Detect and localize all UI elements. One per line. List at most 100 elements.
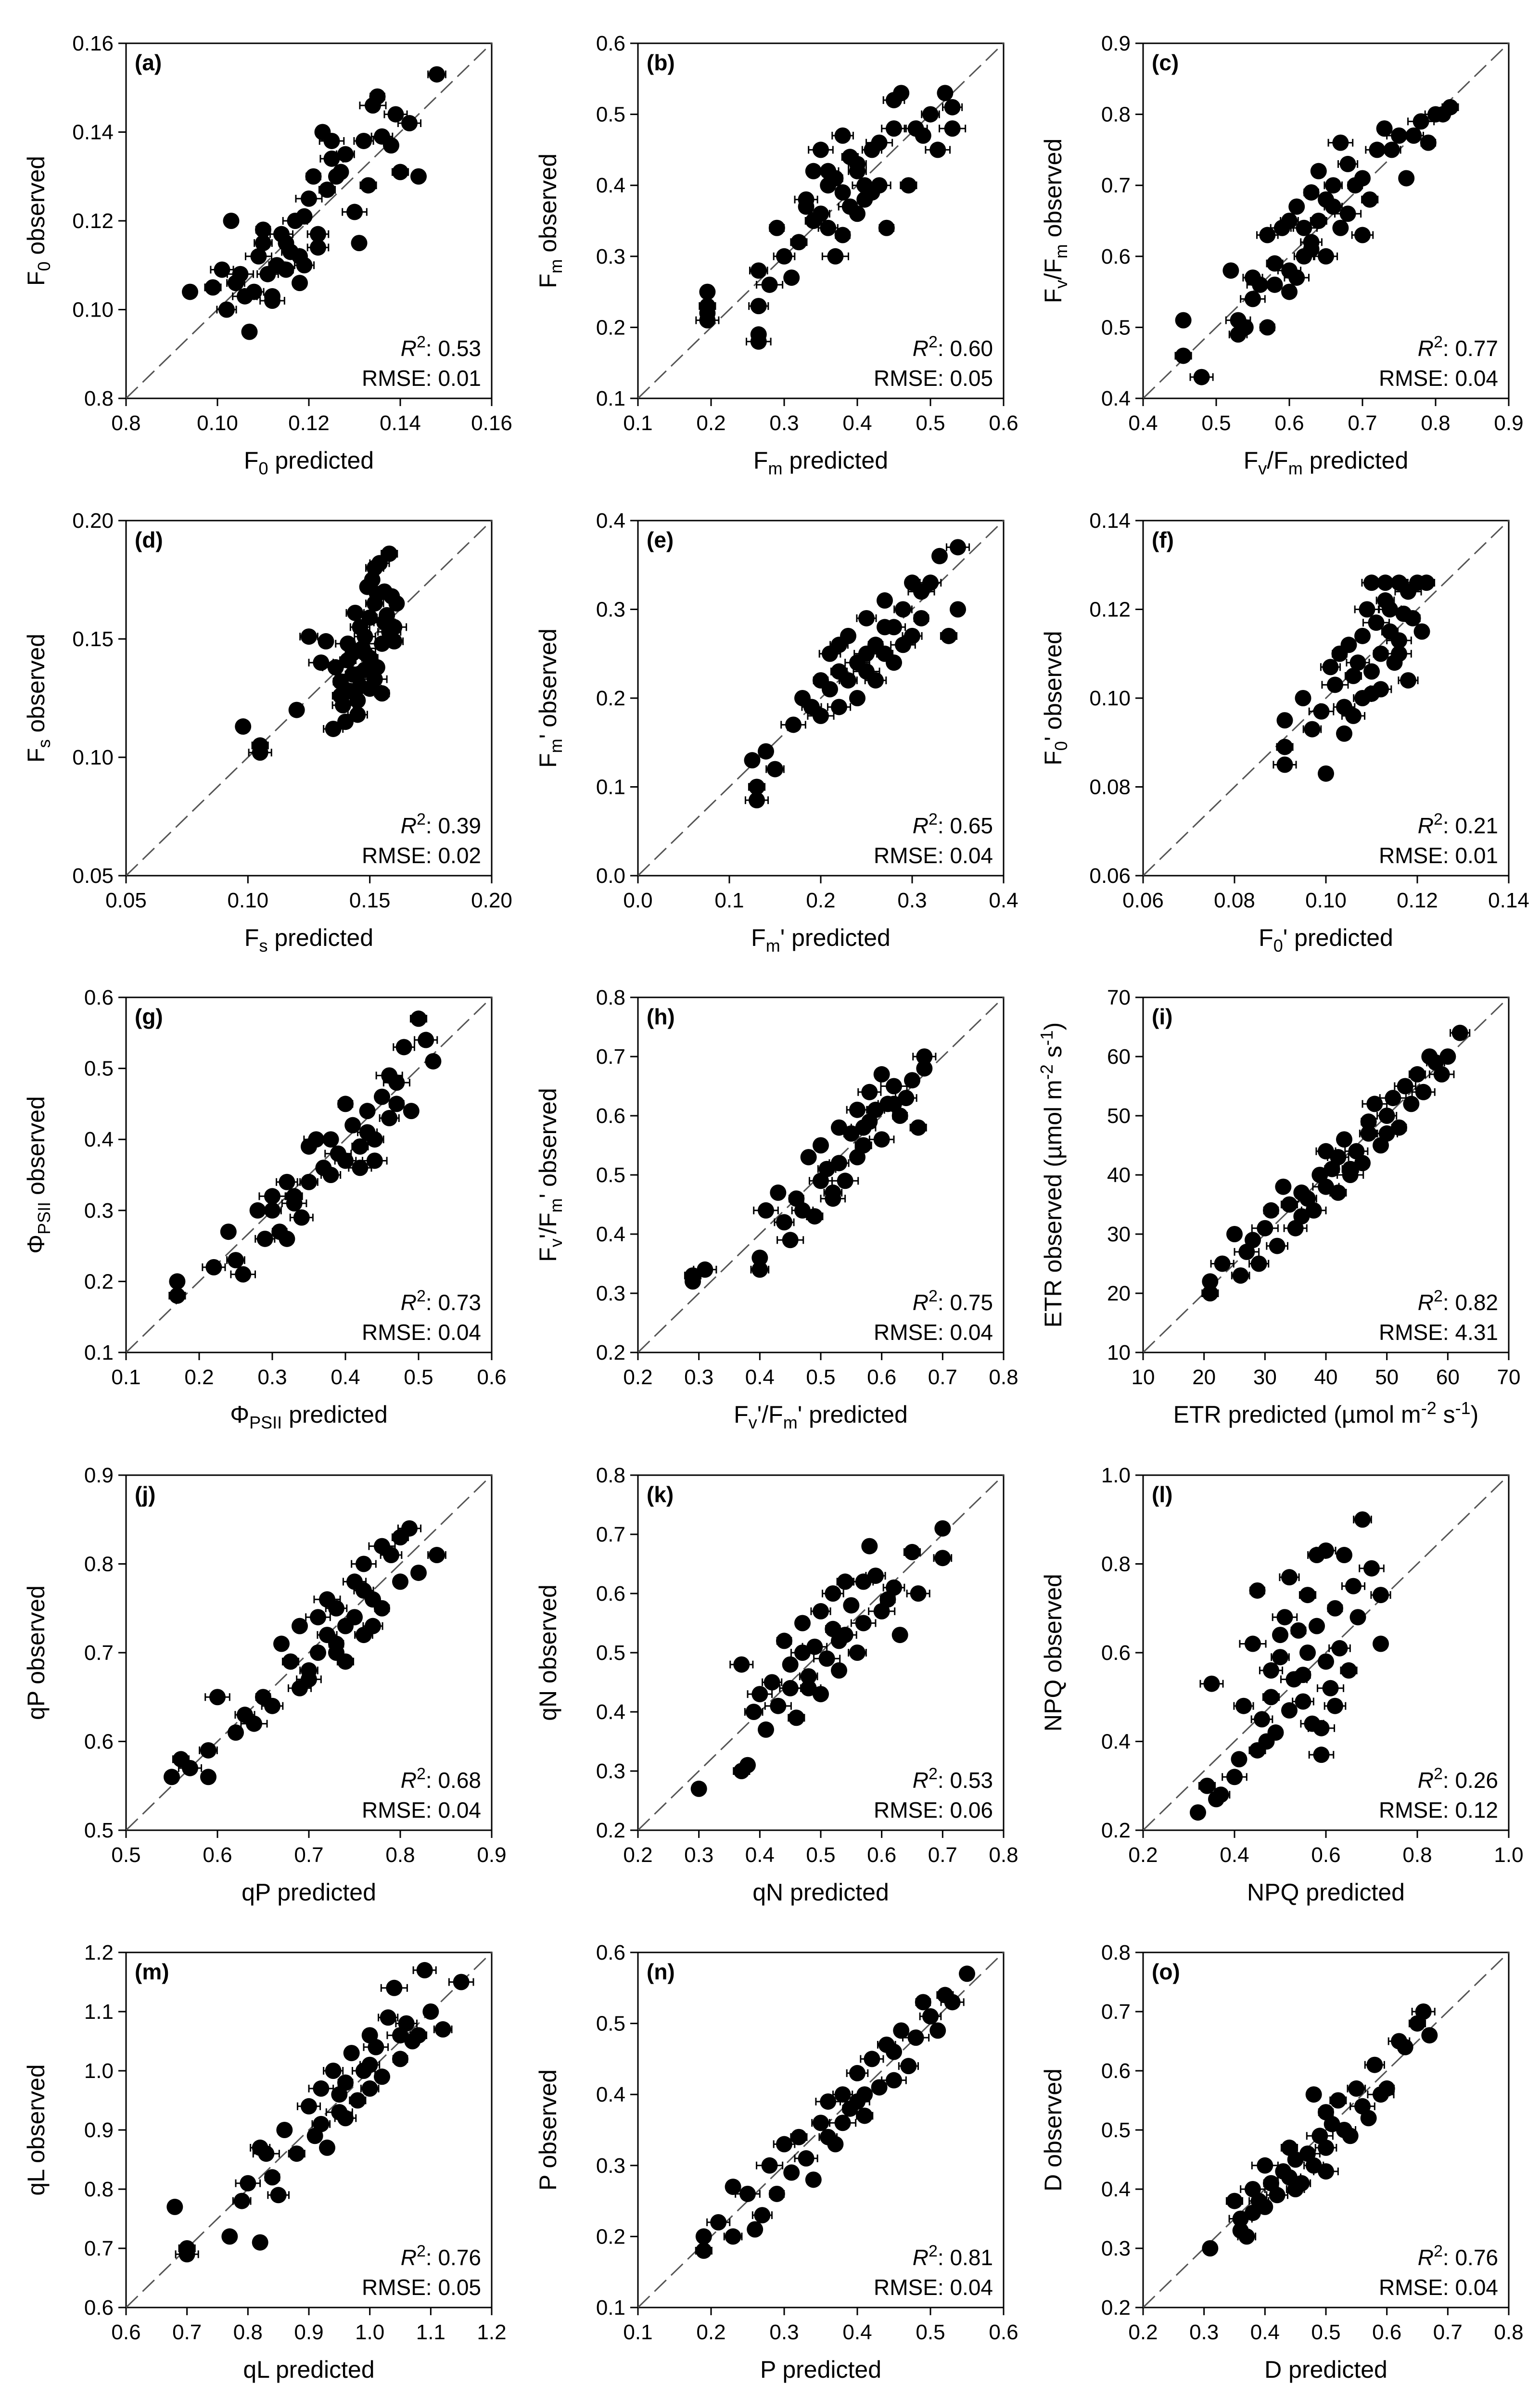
data-point — [366, 1152, 383, 1169]
r-squared-label: R2: 0.39 — [401, 810, 481, 838]
data-point — [1360, 1125, 1377, 1142]
data-point — [1318, 1653, 1334, 1670]
ylabel-label-text: qP observed — [23, 1585, 50, 1720]
data-point — [310, 239, 326, 256]
data-point — [877, 592, 893, 609]
r-squared-label: R2: 0.21 — [1418, 810, 1498, 838]
data-point — [1269, 2187, 1285, 2204]
r-squared-value: : 0.53 — [938, 1768, 993, 1793]
y-tick-label: 0.6 — [1101, 245, 1131, 268]
xlabel-label-part: Φ — [230, 1401, 249, 1428]
data-point — [1249, 1582, 1266, 1599]
x-tick-label: 0.6 — [1372, 2320, 1401, 2344]
xlabel-label-part: predicted — [268, 447, 374, 474]
data-point — [1245, 291, 1261, 307]
data-point — [1287, 2151, 1304, 2168]
data-point — [837, 1173, 853, 1189]
data-point — [813, 1603, 829, 1619]
data-point — [834, 227, 851, 243]
r-superscript: 2 — [417, 1287, 426, 1305]
data-point — [1359, 601, 1375, 618]
data-point — [950, 539, 966, 556]
data-point — [1349, 654, 1366, 671]
data-point — [410, 168, 427, 185]
data-point — [725, 2228, 741, 2245]
data-point — [695, 2228, 712, 2245]
data-point — [1259, 227, 1276, 243]
data-point — [1330, 1184, 1347, 1201]
data-point — [831, 1119, 847, 1136]
data-point — [401, 1520, 418, 1537]
data-point — [1281, 1196, 1298, 1213]
r-squared-value: : 0.65 — [938, 813, 993, 838]
y-tick-label: 50 — [1107, 1104, 1131, 1128]
data-point — [1391, 632, 1407, 649]
data-point — [806, 1638, 823, 1655]
y-tick-label: 0.5 — [596, 1641, 625, 1665]
data-point — [1266, 255, 1283, 272]
x-tick-label: 0.6 — [203, 1843, 232, 1867]
chart-panel-k: 0.2 0.3 0.4 0.5 0.6 0.7 0.8 0.2 0.3 0.4 0.5 0.6 0.7 0… — [535, 1464, 1018, 1906]
x-tick-label: 0.5 — [806, 1843, 835, 1867]
rmse-label: RMSE: 0.06 — [874, 1798, 993, 1823]
x-tick-label: 0.9 — [477, 1843, 506, 1867]
x-tick-label: 0.6 — [477, 1365, 506, 1389]
data-point — [1245, 1232, 1261, 1249]
data-point — [758, 743, 774, 760]
ylabel-label-part: observed — [1040, 139, 1067, 244]
data-point — [856, 2107, 873, 2124]
xlabel-label-part: m — [768, 459, 782, 478]
data-point — [356, 1556, 372, 1572]
data-point — [1362, 191, 1378, 208]
data-point — [313, 654, 330, 671]
data-point — [429, 66, 445, 83]
data-point — [761, 276, 778, 293]
data-point — [831, 1155, 847, 1172]
r-symbol: R — [1418, 1290, 1434, 1315]
data-point — [416, 1962, 433, 1978]
r-symbol: R — [1418, 336, 1434, 361]
ylabel-label-part: -2 — [1037, 1064, 1056, 1080]
data-point — [313, 2080, 330, 2097]
y-tick-label: 0.2 — [84, 1270, 114, 1293]
data-point — [834, 2115, 851, 2131]
data-point — [264, 1188, 280, 1205]
data-point — [1405, 127, 1422, 144]
data-point — [1250, 1255, 1267, 1272]
data-point — [235, 718, 252, 735]
one-to-one-line — [125, 520, 493, 877]
data-point — [1349, 1609, 1366, 1626]
data-point — [1276, 1609, 1293, 1626]
xlabel-label-part: F — [751, 924, 766, 951]
y-tick-label: 70 — [1107, 986, 1131, 1009]
panel-label: (d) — [135, 527, 163, 552]
x-tick-label: 70 — [1497, 1365, 1521, 1389]
data-point — [1313, 1720, 1330, 1736]
y-tick-label: 0.12 — [72, 209, 114, 233]
data-point — [929, 2022, 946, 2039]
data-point — [1259, 319, 1276, 336]
data-point — [915, 127, 931, 144]
y-tick-label: 0.5 — [84, 1819, 114, 1842]
y-tick-label: 0.8 — [84, 1553, 114, 1576]
data-point — [252, 2234, 268, 2251]
plot-frame — [125, 520, 493, 877]
data-point — [739, 1757, 756, 1773]
x-tick-label: 0.8 — [989, 1843, 1018, 1867]
data-point — [907, 2029, 924, 2046]
x-tick-label: 0.1 — [714, 889, 744, 912]
data-point — [849, 2065, 865, 2081]
data-point — [776, 1214, 792, 1231]
scatter-series — [182, 66, 446, 340]
data-point — [813, 2115, 829, 2131]
data-point — [308, 1131, 325, 1148]
y-tick-label: 20 — [1107, 1282, 1131, 1305]
data-point — [425, 1053, 442, 1070]
r-squared-value: : 0.81 — [938, 2245, 993, 2270]
data-point — [782, 1232, 799, 1249]
data-point — [813, 707, 829, 724]
x-tick-label: 0.2 — [696, 2320, 725, 2344]
x-tick-label: 0.4 — [842, 2320, 872, 2344]
ylabel-label-part: s — [34, 740, 54, 748]
data-point — [279, 1173, 295, 1190]
